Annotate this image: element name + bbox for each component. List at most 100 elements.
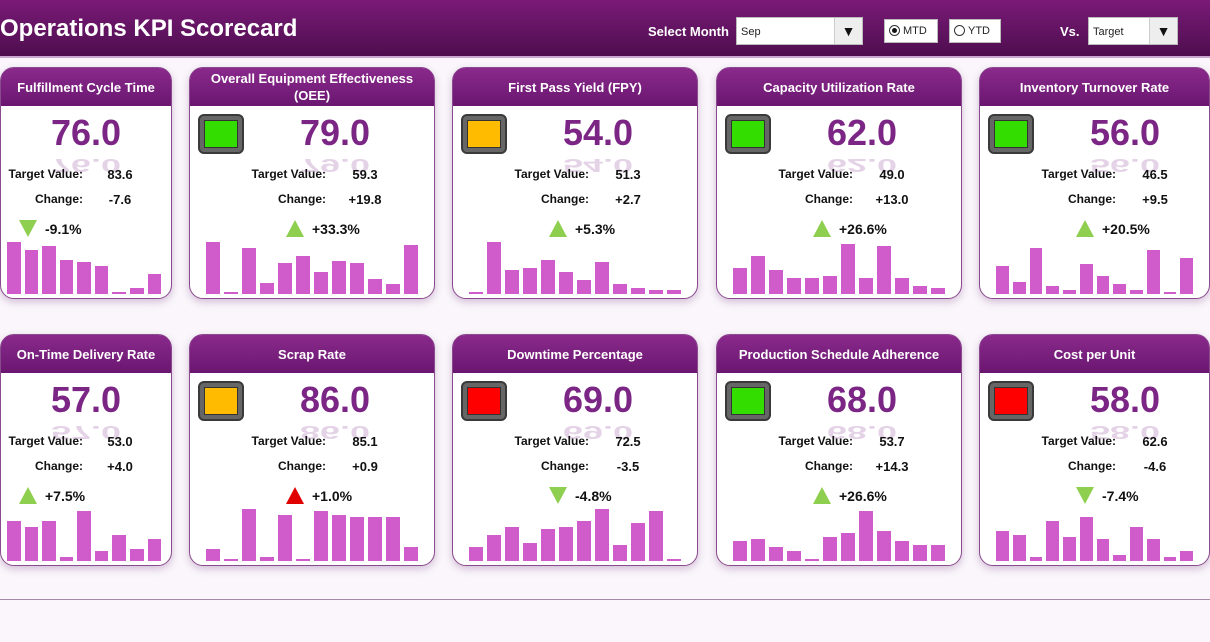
- card-title: Overall Equipment Effectiveness (OEE): [190, 68, 434, 106]
- month-value: Sep: [741, 26, 761, 38]
- target-label: Target Value:: [1041, 434, 1116, 448]
- card-title: Inventory Turnover Rate: [980, 68, 1209, 106]
- arrow-up-icon: [813, 220, 831, 237]
- kpi-value: 58.0 58.0: [1089, 379, 1161, 443]
- trend-bar: [469, 292, 483, 294]
- trend-bar: [1046, 521, 1059, 561]
- card-title: Fulfillment Cycle Time: [1, 68, 171, 106]
- change-label: Change:: [541, 192, 589, 206]
- vs-dropdown[interactable]: Target ▼: [1088, 17, 1178, 45]
- change-label: Change:: [1068, 192, 1116, 206]
- trend-bar: [404, 245, 418, 294]
- trend-bar: [224, 292, 238, 294]
- status-lamp-icon: [725, 114, 771, 154]
- trend-bar-chart: [206, 236, 418, 294]
- target-value: 46.5: [1142, 167, 1168, 182]
- trend-bar-chart: [469, 503, 681, 561]
- page-title: Operations KPI Scorecard: [0, 15, 298, 42]
- month-dropdown[interactable]: Sep ▼: [736, 17, 863, 45]
- trend-bar: [559, 527, 573, 561]
- change-label: Change:: [1068, 459, 1116, 473]
- change-percent: -9.1%: [19, 220, 82, 237]
- trend-bar: [278, 263, 292, 294]
- trend-bar: [1180, 258, 1193, 294]
- trend-bar: [913, 545, 927, 561]
- card-title: Cost per Unit: [980, 335, 1209, 373]
- arrow-up-icon: [813, 487, 831, 504]
- trend-bar: [631, 288, 645, 294]
- target-label: Target Value:: [8, 434, 83, 448]
- chevron-down-icon[interactable]: ▼: [834, 18, 862, 44]
- status-lamp-icon: [988, 381, 1034, 421]
- target-value: 85.1: [352, 434, 378, 449]
- select-month-label: Select Month: [648, 24, 729, 39]
- trend-bar: [931, 545, 945, 561]
- change-label: Change:: [35, 459, 83, 473]
- arrow-up-icon: [286, 487, 304, 504]
- mtd-radio[interactable]: MTD: [884, 19, 938, 43]
- target-value: 62.6: [1142, 434, 1168, 449]
- change-value: +2.7: [615, 192, 641, 207]
- trend-bar: [112, 535, 126, 561]
- trend-bar: [350, 517, 364, 561]
- trend-bar: [112, 292, 126, 294]
- kpi-card: Scrap Rate 86.0 86.0 Target Value: 85.1 Ch…: [189, 334, 435, 566]
- trend-bar: [649, 290, 663, 294]
- trend-bar: [242, 248, 256, 294]
- trend-bar: [260, 557, 274, 561]
- trend-bar: [649, 511, 663, 561]
- chevron-down-icon[interactable]: ▼: [1149, 18, 1177, 44]
- trend-bar-chart: [996, 503, 1193, 561]
- trend-bar: [1146, 539, 1160, 561]
- trend-bar: [7, 521, 21, 561]
- trend-bar: [541, 260, 555, 294]
- kpi-value: 54.0 54.0: [562, 112, 634, 176]
- change-percent: -7.4%: [1076, 487, 1139, 504]
- trend-bar: [147, 274, 162, 294]
- trend-bar: [823, 537, 837, 561]
- trend-bar: [77, 511, 91, 561]
- arrow-down-icon: [549, 487, 567, 504]
- trend-bar: [996, 531, 1009, 561]
- trend-bar: [1096, 276, 1110, 294]
- trend-bar: [386, 517, 400, 561]
- target-label: Target Value:: [251, 434, 326, 448]
- kpi-value: 69.0 69.0: [562, 379, 634, 443]
- trend-bar: [487, 535, 501, 561]
- trend-bar: [931, 288, 945, 294]
- mtd-label: MTD: [903, 25, 927, 37]
- trend-bar: [733, 541, 747, 561]
- ytd-radio[interactable]: YTD: [949, 19, 1001, 43]
- trend-bar: [859, 511, 873, 561]
- kpi-card: Inventory Turnover Rate 56.0 56.0 Target V…: [979, 67, 1210, 299]
- trend-bar: [751, 256, 765, 294]
- trend-bar: [769, 270, 783, 294]
- card-title: Downtime Percentage: [453, 335, 697, 373]
- trend-bar: [332, 515, 346, 561]
- trend-bar: [1163, 292, 1177, 294]
- trend-bar: [1046, 286, 1059, 294]
- target-label: Target Value:: [778, 167, 853, 181]
- trend-bar: [1096, 539, 1110, 561]
- trend-bar: [59, 260, 74, 294]
- trend-bar: [1063, 537, 1076, 561]
- change-percent: -4.8%: [549, 487, 612, 504]
- target-label: Target Value:: [778, 434, 853, 448]
- change-label: Change:: [805, 192, 853, 206]
- kpi-value: 86.0 86.0: [299, 379, 371, 443]
- kpi-card: Downtime Percentage 69.0 69.0 Target Value…: [452, 334, 698, 566]
- status-lamp-icon: [198, 381, 244, 421]
- target-label: Target Value:: [251, 167, 326, 181]
- trend-bar: [1079, 264, 1093, 294]
- trend-bar: [523, 543, 537, 561]
- change-value: +9.5: [1142, 192, 1168, 207]
- change-percent: +26.6%: [813, 487, 887, 504]
- change-value: +19.8: [348, 192, 382, 207]
- trend-bar: [314, 511, 328, 561]
- trend-bar: [94, 266, 109, 294]
- trend-bar: [613, 284, 627, 294]
- trend-bar: [595, 262, 609, 294]
- trend-bar-chart: [206, 503, 418, 561]
- trend-bar: [469, 547, 483, 561]
- trend-bar: [895, 541, 909, 561]
